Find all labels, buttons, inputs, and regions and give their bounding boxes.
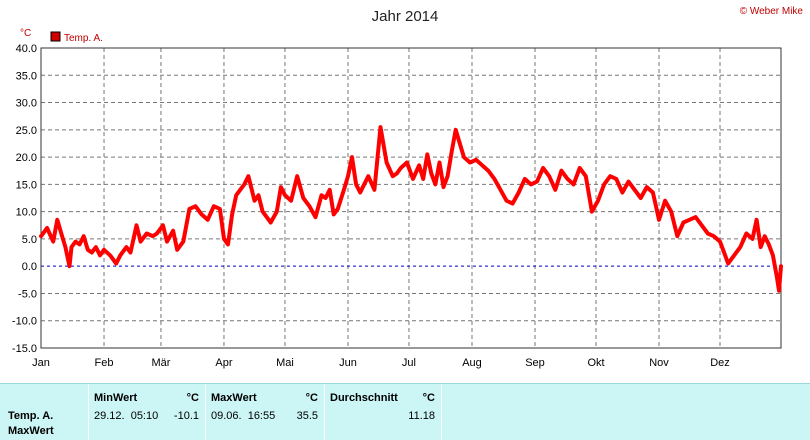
chart-area: Jahr 2014 © Weber Mike °C Temp. A. 40.0 3… [12, 6, 804, 369]
x-tick-label: Mär [151, 357, 170, 369]
y-tick-label: 25.0 [16, 125, 37, 137]
y-axis-unit: °C [20, 28, 31, 39]
stats-row-label: Temp. A. [8, 410, 54, 422]
y-tick-label: 15.0 [16, 179, 37, 191]
stats-row-label-2: MaxWert [8, 425, 54, 437]
max-value: 35.5 [296, 410, 318, 422]
plot-background [41, 48, 781, 348]
y-tick-label: -10.0 [12, 316, 37, 328]
min-datetime: 29.12. 05:10 [94, 410, 159, 422]
x-tick-label: Dez [710, 357, 730, 369]
x-tick-label: Jul [402, 357, 416, 369]
y-tick-label: 30.0 [16, 98, 37, 110]
max-datetime: 09.06. 16:55 [211, 410, 276, 422]
avg-value: 11.18 [408, 410, 435, 422]
plot-frame [40, 47, 782, 349]
y-tick-label: 40.0 [16, 43, 37, 55]
min-unit: °C [186, 392, 199, 404]
x-tick-label: Feb [95, 357, 114, 369]
x-tick-label: Mai [276, 357, 294, 369]
y-tick-label: 5.0 [22, 234, 37, 246]
x-tick-label: Okt [587, 357, 604, 369]
y-tick-label: 0.0 [22, 261, 37, 273]
min-value: -10.1 [173, 410, 199, 422]
temperature-chart: Jahr 2014 © Weber Mike °C Temp. A. 40.0 3… [12, 6, 804, 369]
series-line-temp-a [39, 125, 783, 293]
max-header: MaxWert [211, 392, 257, 404]
x-tick-label: Jun [339, 357, 357, 369]
x-tick-label: Aug [462, 357, 482, 369]
x-tick-label: Apr [215, 357, 232, 369]
copyright-label: © Weber Mike [740, 6, 804, 17]
x-tick-label: Jan [32, 357, 50, 369]
chart-title: Jahr 2014 [372, 8, 439, 25]
y-tick-label: -15.0 [12, 343, 37, 355]
max-column: MaxWert °C 09.06. 16:55 35.5 [206, 384, 325, 440]
min-column: MinWert °C 29.12. 05:10 -10.1 [89, 384, 206, 440]
y-tick-label: 10.0 [16, 207, 37, 219]
y-tick-label: 35.0 [16, 70, 37, 82]
avg-unit: °C [422, 392, 435, 404]
x-tick-label: Nov [649, 357, 669, 369]
avg-column: Durchschnitt °C 11.18 [325, 384, 442, 440]
legend-label: Temp. A. [64, 33, 103, 44]
y-tick-label: 20.0 [16, 152, 37, 164]
x-tick-label: Sep [525, 357, 545, 369]
max-unit: °C [305, 392, 318, 404]
y-tick-label: -5.0 [18, 288, 37, 300]
stats-label-column: Temp. A. MaxWert [0, 384, 89, 440]
avg-header: Durchschnitt [330, 392, 398, 404]
min-header: MinWert [94, 392, 138, 404]
legend-swatch [50, 31, 61, 42]
stats-panel: Temp. A. MaxWert MinWert °C 29.12. 05:10… [0, 383, 810, 440]
